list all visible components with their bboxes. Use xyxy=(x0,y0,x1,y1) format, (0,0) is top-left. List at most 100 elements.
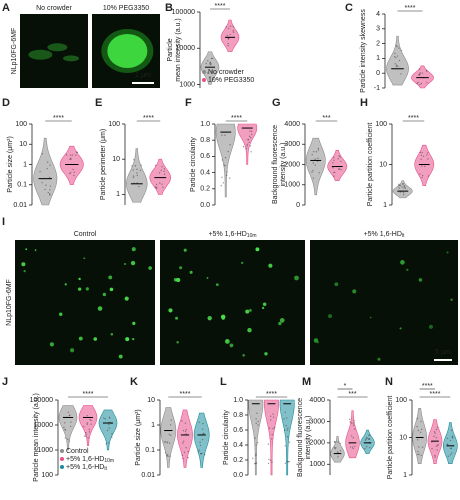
data-dot xyxy=(394,52,396,55)
data-dot xyxy=(183,451,186,454)
data-dot xyxy=(433,431,436,433)
data-dot xyxy=(103,417,105,419)
data-dot xyxy=(132,175,135,177)
data-dot xyxy=(435,445,438,447)
data-dot xyxy=(71,154,74,156)
y-tick-label: 100 xyxy=(375,121,387,128)
panel-label: E xyxy=(95,97,102,109)
data-dot xyxy=(368,438,370,441)
violin xyxy=(279,399,295,476)
data-dot xyxy=(248,141,250,144)
data-dot xyxy=(421,165,423,167)
data-dot xyxy=(398,59,401,62)
data-dot xyxy=(340,168,342,171)
y-tick-label: 1 xyxy=(151,422,155,429)
condensate xyxy=(173,278,178,282)
significance: **** xyxy=(180,391,191,398)
data-dot xyxy=(398,184,400,187)
condensate xyxy=(78,287,82,291)
data-dot xyxy=(339,442,342,445)
data-dot xyxy=(249,145,252,147)
legend-label-main: +5% 1,6-HD xyxy=(66,456,104,463)
data-dot xyxy=(404,186,406,188)
data-dot xyxy=(249,130,251,132)
data-dot xyxy=(111,433,113,435)
data-dot xyxy=(421,176,423,179)
y-tick-label: 3 xyxy=(376,26,380,33)
data-dot xyxy=(268,458,270,461)
data-dot xyxy=(169,442,171,444)
data-dot xyxy=(65,154,68,156)
data-dot xyxy=(404,187,406,189)
data-dot xyxy=(250,130,253,132)
significance: **** xyxy=(430,391,441,398)
data-dot xyxy=(70,158,72,161)
data-dot xyxy=(83,425,85,428)
data-dot xyxy=(434,456,436,458)
side-label: NLp10FG-6MF xyxy=(11,28,18,75)
condensate xyxy=(59,312,63,316)
data-dot xyxy=(435,436,438,439)
data-dot xyxy=(166,454,168,456)
violin xyxy=(78,405,98,446)
side-label: NLp10FG-6MF xyxy=(6,279,13,326)
data-dot xyxy=(248,135,251,138)
condensate xyxy=(206,277,209,279)
data-dot xyxy=(250,151,252,153)
data-dot xyxy=(212,78,215,81)
data-dot xyxy=(366,437,369,439)
y-tick-label: 10000 xyxy=(176,45,196,52)
data-dot xyxy=(451,452,453,454)
y-tick-label: 0.6 xyxy=(233,427,243,434)
y-tick-label: 0.6 xyxy=(200,153,210,160)
data-dot xyxy=(64,437,67,439)
data-dot xyxy=(447,455,449,457)
data-dot xyxy=(419,431,422,433)
data-dot xyxy=(332,162,334,164)
data-dot xyxy=(396,55,399,57)
data-dot xyxy=(335,441,337,443)
data-dot xyxy=(420,158,422,160)
panel-label: K xyxy=(130,376,138,388)
data-dot xyxy=(49,193,51,195)
condensate xyxy=(93,337,98,341)
condensate xyxy=(334,282,339,287)
image-caption: +5% 1,6-HDlt xyxy=(364,231,405,239)
data-dot xyxy=(352,422,354,424)
data-dot xyxy=(426,152,429,154)
data-dot xyxy=(436,444,439,447)
data-dot xyxy=(311,171,313,173)
condensate xyxy=(130,260,136,266)
panel-label: B xyxy=(165,2,173,14)
data-dot xyxy=(85,432,87,434)
data-dot xyxy=(419,72,421,74)
significance: **** xyxy=(405,5,416,12)
data-dot xyxy=(394,63,396,65)
data-dot xyxy=(366,445,368,448)
panel-label: N xyxy=(385,376,393,388)
data-dot xyxy=(221,176,223,178)
data-dot xyxy=(46,161,49,163)
condensate xyxy=(369,316,372,319)
condensate xyxy=(183,248,187,252)
data-dot xyxy=(283,429,286,431)
condensate xyxy=(268,263,273,268)
data-dot xyxy=(269,459,272,461)
data-dot xyxy=(205,62,207,65)
data-dot xyxy=(106,429,109,432)
data-dot xyxy=(44,188,46,191)
condensate xyxy=(241,261,244,265)
y-tick-label: 0 xyxy=(296,202,300,209)
data-dot xyxy=(181,420,183,422)
data-dot xyxy=(226,34,228,37)
data-dot xyxy=(417,81,419,83)
data-dot xyxy=(286,417,288,419)
data-dot xyxy=(255,418,257,420)
data-dot xyxy=(107,442,110,444)
panel-label: G xyxy=(272,97,281,109)
data-dot xyxy=(70,157,72,160)
y-tick-label: 2000 xyxy=(309,440,325,447)
condensate xyxy=(255,247,260,252)
data-dot xyxy=(162,186,164,188)
data-dot xyxy=(256,412,258,415)
